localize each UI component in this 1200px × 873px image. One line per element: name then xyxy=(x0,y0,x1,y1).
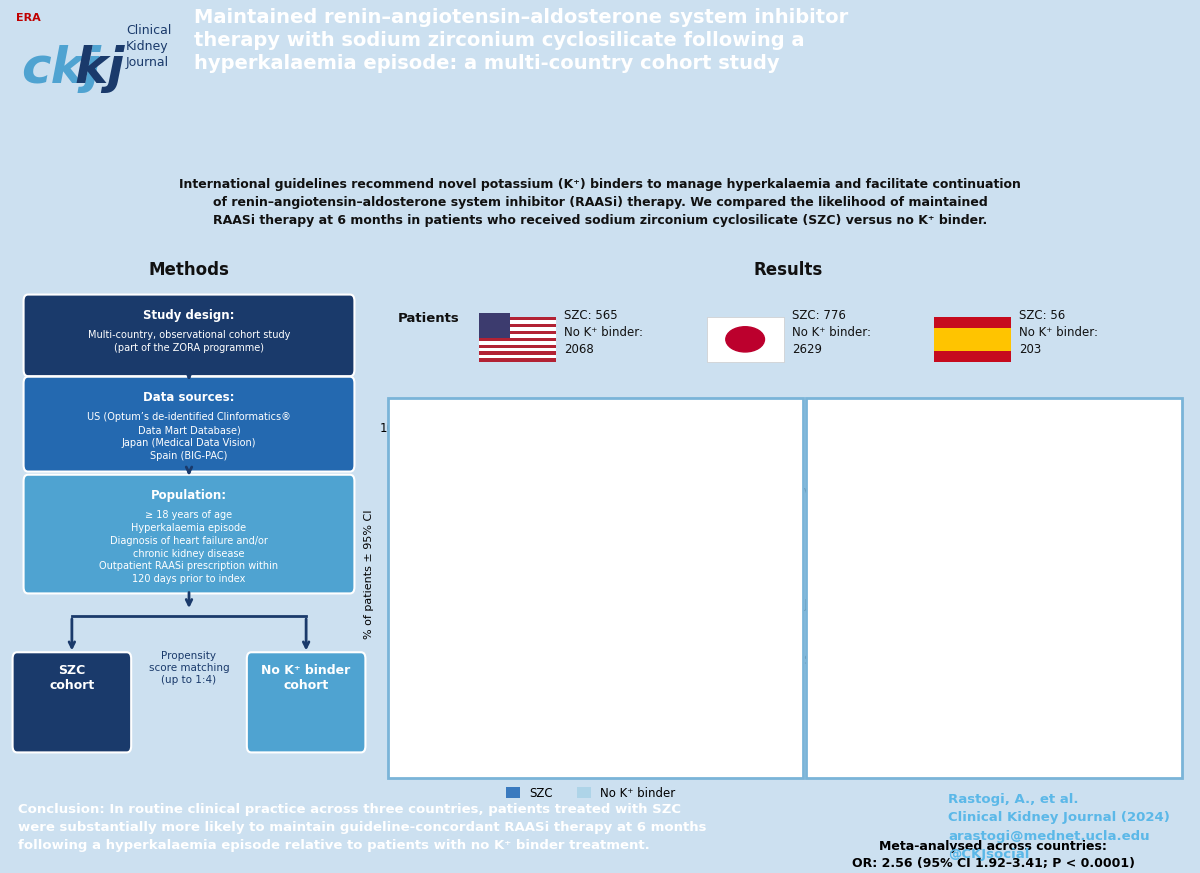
FancyBboxPatch shape xyxy=(247,652,366,753)
Text: Meta-analysed across countries:
OR: 2.56 (95% CI 1.92–3.41; P < 0.0001): Meta-analysed across countries: OR: 2.56… xyxy=(852,840,1135,870)
Text: Reduced: Reduced xyxy=(473,436,533,450)
Bar xyxy=(428,678,458,722)
FancyBboxPatch shape xyxy=(479,334,557,338)
Text: 43.8: 43.8 xyxy=(637,572,662,582)
FancyBboxPatch shape xyxy=(707,317,784,362)
Legend: SZC, No K⁺ binder: SZC, No K⁺ binder xyxy=(502,782,680,804)
Text: Data sources:: Data sources: xyxy=(143,391,235,404)
Bar xyxy=(516,690,547,722)
Text: Maintained: Maintained xyxy=(640,436,718,450)
FancyBboxPatch shape xyxy=(5,6,181,155)
Text: Rastogi, A., et al.
Clinical Kidney Journal (2024)
arastogi@mednet.ucla.edu
@CKJ: Rastogi, A., et al. Clinical Kidney Jour… xyxy=(948,793,1170,862)
Text: Maintained renin–angiotensin–aldosterone system inhibitor
therapy with sodium zi: Maintained renin–angiotensin–aldosterone… xyxy=(194,8,848,72)
FancyBboxPatch shape xyxy=(479,320,557,324)
Text: SZC: 565
No K⁺ binder:
2068: SZC: 565 No K⁺ binder: 2068 xyxy=(564,309,643,356)
Text: SZC: 56
No K⁺ binder:
203: SZC: 56 No K⁺ binder: 203 xyxy=(1019,309,1098,356)
Text: Favours No
K⁺ binder: Favours No K⁺ binder xyxy=(852,752,910,773)
Text: 10.9: 10.9 xyxy=(695,670,720,680)
FancyBboxPatch shape xyxy=(479,355,557,359)
Text: 11.4: 11.4 xyxy=(550,671,575,681)
Text: ckj: ckj xyxy=(22,45,102,93)
FancyBboxPatch shape xyxy=(24,475,354,594)
Bar xyxy=(547,689,577,722)
Polygon shape xyxy=(965,474,978,505)
Text: 11.1: 11.1 xyxy=(518,671,544,681)
Text: Patients: Patients xyxy=(398,312,460,325)
Text: ≥ 18 years of age
Hyperkalaemia episode
Diagnosis of heart failure and/or
chroni: ≥ 18 years of age Hyperkalaemia episode … xyxy=(100,510,278,584)
FancyBboxPatch shape xyxy=(479,313,510,338)
Text: Favours
SZC: Favours SZC xyxy=(1086,752,1126,773)
Polygon shape xyxy=(955,531,967,562)
Text: Study design:: Study design: xyxy=(143,309,235,322)
Bar xyxy=(458,618,490,722)
Text: 14.8: 14.8 xyxy=(431,650,456,660)
FancyBboxPatch shape xyxy=(934,317,1012,362)
Polygon shape xyxy=(972,643,985,675)
Y-axis label: % of patients ± 95% CI: % of patients ± 95% CI xyxy=(364,510,374,639)
Text: Methods: Methods xyxy=(149,261,229,279)
FancyBboxPatch shape xyxy=(479,317,557,362)
Text: No K⁺ binder
cohort: No K⁺ binder cohort xyxy=(262,663,350,692)
Text: Clinical
Kidney
Journal: Clinical Kidney Journal xyxy=(126,24,172,69)
Polygon shape xyxy=(991,588,1004,619)
FancyBboxPatch shape xyxy=(12,652,131,753)
Text: 62.6: 62.6 xyxy=(607,508,631,518)
Text: SZC: 776
No K⁺ binder:
2629: SZC: 776 No K⁺ binder: 2629 xyxy=(792,309,871,356)
FancyBboxPatch shape xyxy=(934,328,1012,351)
Text: kj: kj xyxy=(74,45,125,93)
FancyBboxPatch shape xyxy=(479,327,557,331)
FancyBboxPatch shape xyxy=(479,348,557,352)
Text: US (Optum’s de-identified Clinformatics®
Data Mart Database)
Japan (Medical Data: US (Optum’s de-identified Clinformatics®… xyxy=(88,412,290,461)
Bar xyxy=(604,538,635,722)
Text: RAASi status at 6 months versus pre-index: RAASi status at 6 months versus pre-inde… xyxy=(412,409,679,422)
Text: Population:: Population: xyxy=(151,489,227,502)
Text: Results: Results xyxy=(754,261,822,279)
Title: Odds of maintained RAASi therapy
at 6 months (SZC versus No K⁺ binder): Odds of maintained RAASi therapy at 6 mo… xyxy=(871,407,1115,436)
Text: 8.8: 8.8 xyxy=(730,678,748,688)
Text: International guidelines recommend novel potassium (K⁺) binders to manage hyperk: International guidelines recommend novel… xyxy=(179,178,1021,228)
FancyBboxPatch shape xyxy=(24,377,354,471)
FancyBboxPatch shape xyxy=(479,341,557,345)
Bar xyxy=(635,593,666,722)
Text: 35.2: 35.2 xyxy=(462,597,486,608)
Text: ERA: ERA xyxy=(16,13,41,23)
Text: Propensity
score matching
(up to 1:4): Propensity score matching (up to 1:4) xyxy=(149,650,229,685)
Bar xyxy=(692,690,722,722)
Text: Multi-country, observational cohort study
(part of the ZORA programme): Multi-country, observational cohort stud… xyxy=(88,330,290,353)
FancyBboxPatch shape xyxy=(24,294,354,376)
Bar xyxy=(722,696,754,722)
Text: Conclusion: In routine clinical practice across three countries, patients treate: Conclusion: In routine clinical practice… xyxy=(18,802,707,852)
Circle shape xyxy=(726,327,764,352)
Text: Odds ratio: Odds ratio xyxy=(965,752,1022,761)
Text: SZC
cohort: SZC cohort xyxy=(49,663,95,692)
